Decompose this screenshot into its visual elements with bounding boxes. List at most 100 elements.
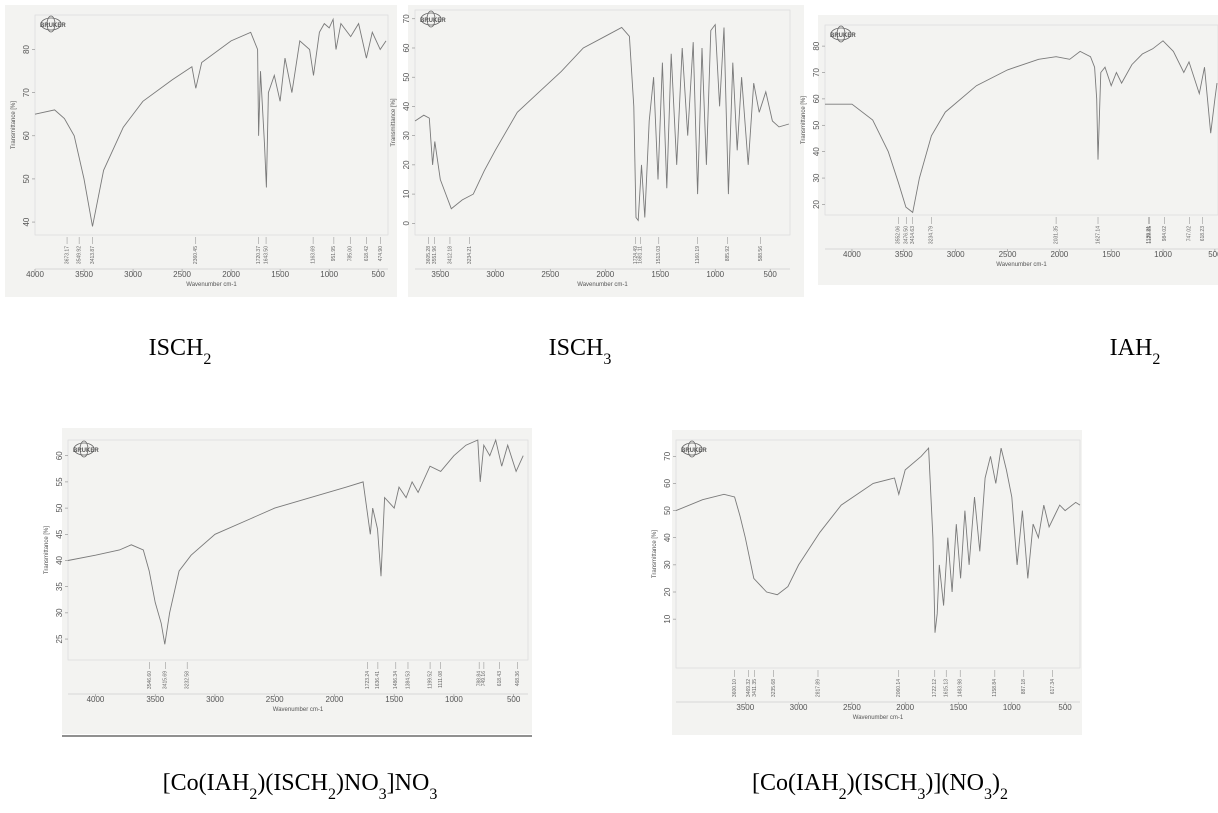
caption-part: )(ISCH xyxy=(257,770,328,796)
caption-part: 2 xyxy=(203,351,211,368)
logo-mark xyxy=(836,25,846,43)
y-tick-label: 30 xyxy=(663,560,672,569)
peak-label: 785.00 xyxy=(348,246,354,262)
peak-label: 1158.84 xyxy=(992,679,998,697)
peak-label: 588.56 xyxy=(758,246,764,262)
peak-label: 1723.24 xyxy=(365,671,371,689)
peak-label: 747.02 xyxy=(1187,226,1193,242)
y-tick-label: 60 xyxy=(812,94,821,103)
x-axis-label: Wavenumber cm-1 xyxy=(273,707,324,713)
y-tick-label: 30 xyxy=(402,131,411,140)
x-tick-label: 2500 xyxy=(266,695,284,704)
peak-label: 3552.06 xyxy=(896,226,902,244)
caption-part: )NO xyxy=(336,770,379,796)
caption: [Co(IAH2)(ISCH3)](NO3)2 xyxy=(752,770,1008,803)
x-tick-label: 1500 xyxy=(651,270,669,279)
x-axis-label: Wavenumber cm-1 xyxy=(996,262,1047,268)
x-tick-label: 3000 xyxy=(790,703,808,712)
caption-part: )](NO xyxy=(925,770,984,796)
peak-label: 3234.79 xyxy=(929,226,935,244)
peak-label: 618.23 xyxy=(1200,226,1206,242)
x-tick-label: 1500 xyxy=(1102,250,1120,259)
x-tick-label: 1000 xyxy=(445,695,463,704)
peak-label: 1722.12 xyxy=(932,679,938,697)
caption-part: 3 xyxy=(917,786,925,803)
x-tick-label: 2500 xyxy=(541,270,559,279)
y-tick-label: 0 xyxy=(402,221,411,226)
peak-label: 3235.68 xyxy=(771,679,777,697)
logo-mark xyxy=(426,10,436,28)
caption-part: ISCH xyxy=(549,335,604,361)
peak-label: 3549.92 xyxy=(76,246,82,264)
peak-label: 3546.60 xyxy=(147,671,153,689)
x-tick-label: 2000 xyxy=(326,695,344,704)
peak-label: 1627.14 xyxy=(1095,226,1101,244)
y-tick-label: 10 xyxy=(663,614,672,623)
peak-label: 1615.13 xyxy=(944,679,950,697)
x-tick-label: 2500 xyxy=(173,270,191,279)
x-axis-label: Wavenumber cm-1 xyxy=(853,715,904,721)
caption-part: )(ISCH xyxy=(847,770,918,796)
caption: ISCH3 xyxy=(549,335,612,368)
logo-mark xyxy=(420,12,442,26)
y-tick-label: 70 xyxy=(663,451,672,460)
caption-part: 2 xyxy=(249,786,257,803)
y-tick-label: 50 xyxy=(22,174,31,183)
x-tick-label: 1500 xyxy=(271,270,289,279)
logo-mark xyxy=(681,442,703,456)
caption-part: ISCH xyxy=(149,335,204,361)
x-tick-label: 3500 xyxy=(895,250,913,259)
x-tick-label: 1500 xyxy=(950,703,968,712)
y-tick-label: 70 xyxy=(22,88,31,97)
logo-mark xyxy=(79,440,89,458)
y-tick-label: 20 xyxy=(402,160,411,169)
y-tick-label: 80 xyxy=(22,45,31,54)
peak-label: 3232.58 xyxy=(185,671,191,689)
peak-label: 3414.63 xyxy=(910,226,916,244)
y-tick-label: 40 xyxy=(812,147,821,156)
peak-label: 951.95 xyxy=(331,246,337,262)
caption-part: 2 xyxy=(328,786,336,803)
x-tick-label: 3000 xyxy=(947,250,965,259)
spectrum-panel: BRUKER 10 20 30 40 50 60 70 3500 3000 2500 2000 1500… xyxy=(652,430,1082,735)
y-tick-label: 70 xyxy=(812,68,821,77)
peak-label: 3605.28 xyxy=(426,246,432,264)
logo-mark xyxy=(830,27,852,41)
y-tick-label: 60 xyxy=(402,43,411,52)
y-tick-label: 20 xyxy=(663,587,672,596)
peak-label: 3673.17 xyxy=(64,246,70,264)
caption-part: 2 xyxy=(1000,786,1008,803)
y-tick-label: 45 xyxy=(55,529,64,538)
y-tick-label: 25 xyxy=(55,634,64,643)
caption-part: 3 xyxy=(984,786,992,803)
panel-background xyxy=(818,15,1218,285)
peak-label: 1724.49 xyxy=(633,246,639,264)
spectrum-line xyxy=(675,446,1081,633)
peak-label: 468.36 xyxy=(515,671,521,687)
peak-label: 1483.98 xyxy=(958,679,964,697)
caption: IAH2 xyxy=(1110,335,1161,368)
logo-text: BRUKER xyxy=(420,18,446,24)
y-axis-label: Transmittance [%] xyxy=(11,101,17,149)
x-tick-label: 1000 xyxy=(1154,250,1172,259)
x-tick-label: 4000 xyxy=(843,250,861,259)
y-tick-label: 30 xyxy=(812,173,821,182)
x-tick-label: 4000 xyxy=(87,695,105,704)
x-tick-label: 2000 xyxy=(596,270,614,279)
peak-label: 788.84 xyxy=(476,671,482,687)
x-tick-label: 2000 xyxy=(222,270,240,279)
logo-text: BRUKER xyxy=(681,448,707,454)
x-tick-label: 2000 xyxy=(896,703,914,712)
x-tick-label: 1500 xyxy=(385,695,403,704)
x-tick-label: 4000 xyxy=(26,270,44,279)
peak-label: 984.02 xyxy=(1162,226,1168,242)
x-axis-label: Wavenumber cm-1 xyxy=(577,282,628,288)
x-tick-label: 500 xyxy=(764,270,778,279)
plot-frame xyxy=(675,439,1081,669)
caption: ISCH2 xyxy=(149,335,212,368)
peak-label: 3600.10 xyxy=(732,679,738,697)
caption-part: ) xyxy=(992,770,1000,796)
caption-part: 3 xyxy=(379,786,387,803)
peak-label: 618.42 xyxy=(364,246,370,262)
x-tick-label: 1000 xyxy=(1003,703,1021,712)
